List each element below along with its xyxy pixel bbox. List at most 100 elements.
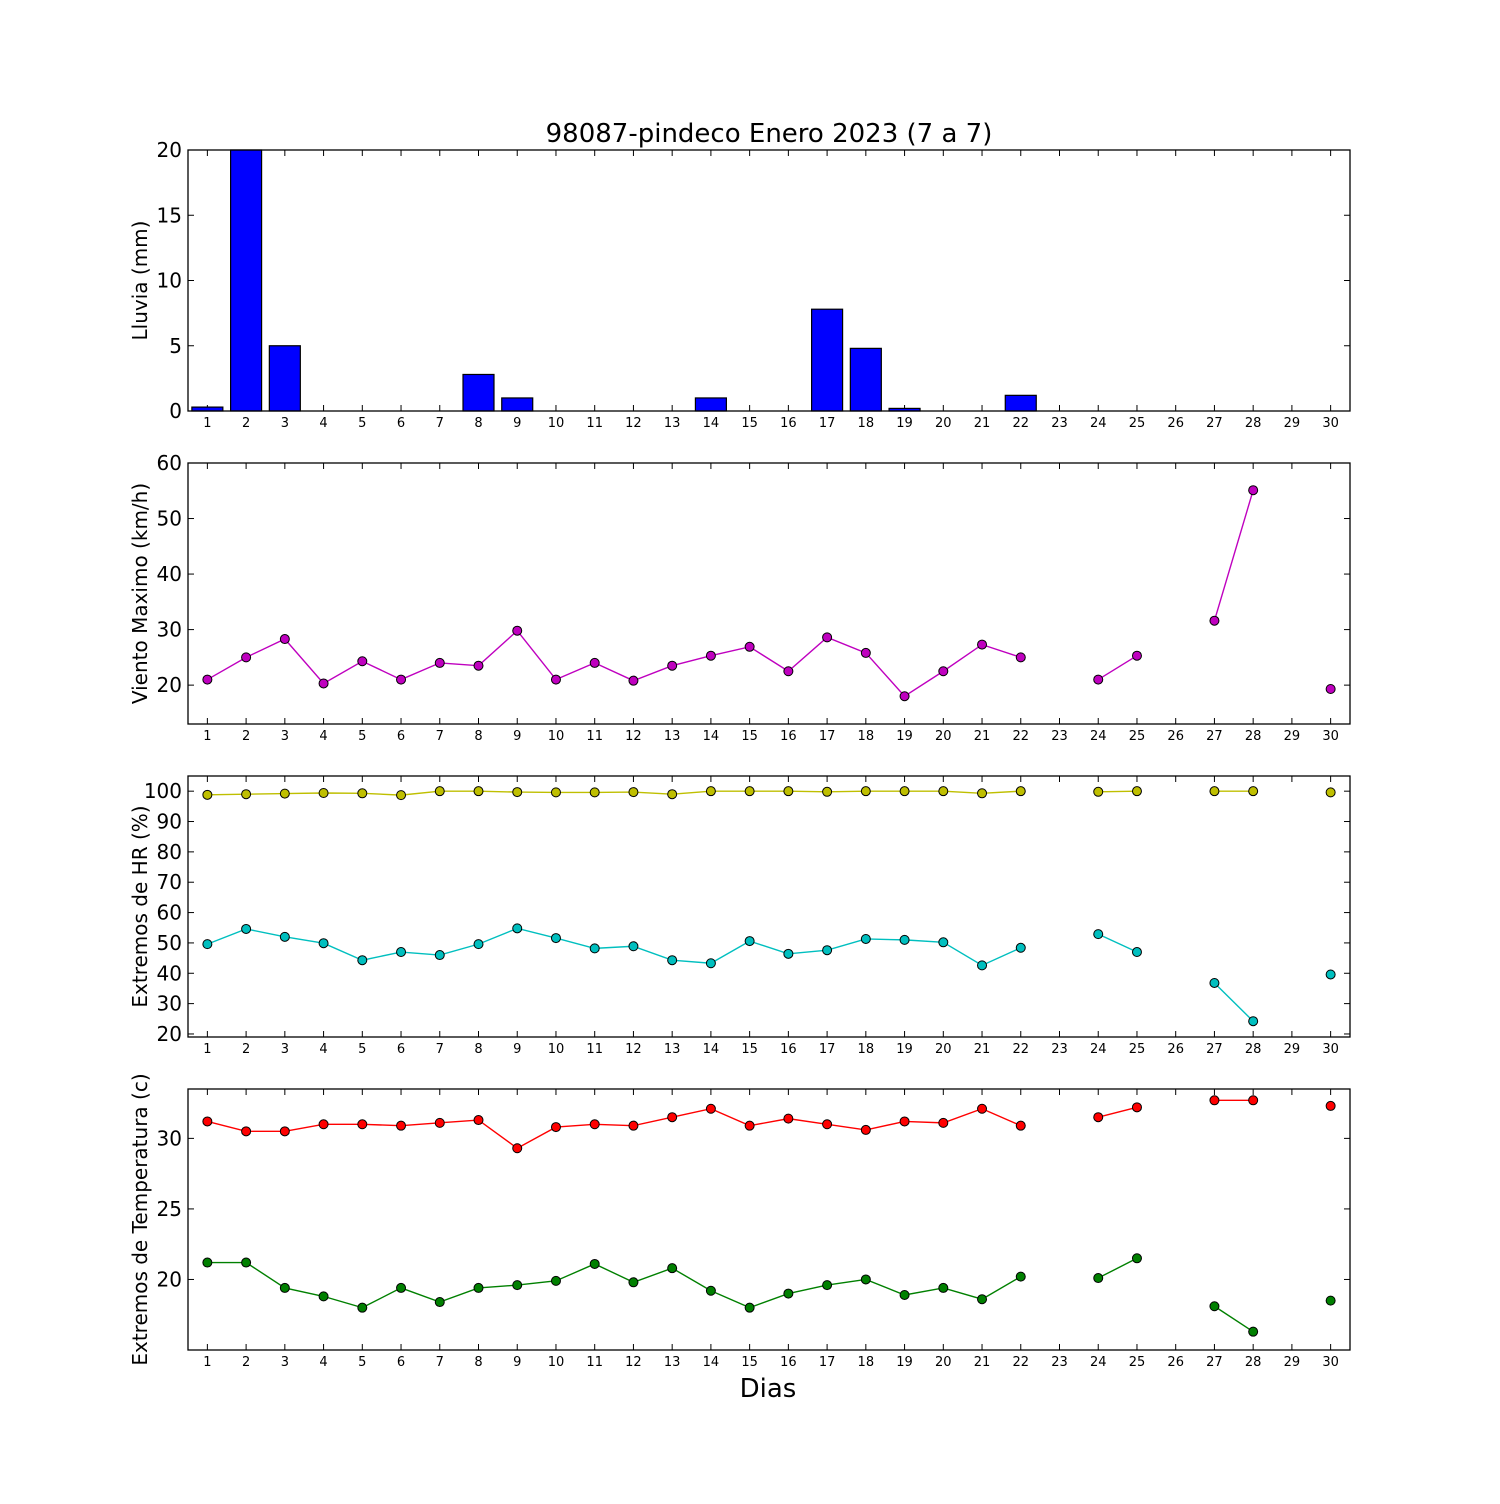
viento-point (705, 650, 716, 661)
hr-min-point (589, 943, 600, 954)
hr-max-point (279, 788, 290, 799)
x-tick-label: 30 (1322, 416, 1339, 431)
x-tick-label: 29 (1284, 416, 1301, 431)
axes-frame (187, 1088, 1351, 1351)
hr-min-point (202, 939, 213, 950)
temp-max-point (279, 1126, 290, 1137)
hr-max-point (977, 788, 988, 799)
temp-min-point (1248, 1326, 1259, 1337)
temp-min-point (705, 1285, 716, 1296)
x-tick-label: 30 (1322, 729, 1339, 744)
x-tick-label: 4 (319, 416, 327, 431)
temp-max-point (357, 1119, 368, 1130)
x-tick-label: 13 (664, 416, 681, 431)
x-tick-label: 18 (858, 1042, 875, 1057)
y-tick-label: 40 (157, 562, 182, 586)
x-tick-label: 9 (513, 1355, 521, 1370)
hr-min-point (241, 923, 252, 934)
hr-min-point (860, 933, 871, 944)
x-tick-label: 22 (1012, 1042, 1029, 1057)
temp-min-point (938, 1282, 949, 1293)
hr-max-point (1325, 787, 1336, 798)
temp-min-point (667, 1263, 678, 1274)
hr-max-point (550, 787, 561, 798)
x-tick-label: 5 (358, 416, 366, 431)
chart-title: 98087-pindeco Enero 2023 (7 a 7) (546, 119, 993, 149)
x-tick-label: 12 (625, 1355, 642, 1370)
y-tick-label: 15 (157, 203, 182, 227)
x-tick-label: 26 (1167, 416, 1184, 431)
viento-point (357, 656, 368, 667)
x-tick-label: 6 (397, 1042, 405, 1057)
hr-min-point (705, 958, 716, 969)
hr-max-point (434, 786, 445, 797)
viento-line (1213, 490, 1254, 621)
hr-min-point (938, 937, 949, 948)
hr-min-point (667, 955, 678, 966)
axes-frame (187, 149, 1351, 412)
x-tick-label: 23 (1051, 416, 1068, 431)
x-tick-label: 26 (1167, 1355, 1184, 1370)
viento-point (1093, 674, 1104, 685)
temp-max-point (512, 1143, 523, 1154)
y-tick-label: 20 (157, 1022, 182, 1046)
temp-max-point (783, 1113, 794, 1124)
x-tick-label: 8 (474, 1042, 482, 1057)
temp-max-point (628, 1120, 639, 1131)
hr-min-point (318, 938, 329, 949)
x-tick-label: 21 (974, 729, 991, 744)
x-tick-label: 23 (1051, 1355, 1068, 1370)
x-tick-label: 29 (1284, 1042, 1301, 1057)
hr-min-point (822, 945, 833, 956)
axes-frame (187, 462, 1351, 725)
hr-max-point (241, 789, 252, 800)
temp-max-point (202, 1116, 213, 1127)
x-axis-label: Dias (740, 1374, 797, 1404)
viento-point (589, 657, 600, 668)
x-tick-label: 9 (513, 416, 521, 431)
y-tick-label: 50 (157, 931, 182, 955)
viento-point (473, 660, 484, 671)
temp-min-point (1209, 1301, 1220, 1312)
y-tick-label: 40 (157, 961, 182, 985)
y-tick-label: 30 (157, 1126, 182, 1150)
x-tick-label: 3 (281, 1355, 289, 1370)
bar-day-22 (1004, 394, 1037, 412)
viento-point (822, 632, 833, 643)
viento-point (241, 652, 252, 663)
x-tick-label: 30 (1322, 1355, 1339, 1370)
hr-min-point (550, 933, 561, 944)
temp-max-line (1098, 1106, 1138, 1118)
x-tick-label: 13 (664, 1355, 681, 1370)
x-tick-label: 21 (974, 1042, 991, 1057)
y-tick-label: 50 (157, 507, 182, 531)
hr-min-point (396, 947, 407, 958)
x-tick-label: 20 (935, 1355, 952, 1370)
x-tick-label: 7 (436, 416, 444, 431)
temp-min-point (1131, 1253, 1142, 1264)
x-tick-label: 18 (858, 729, 875, 744)
x-tick-label: 2 (242, 1042, 250, 1057)
x-tick-label: 15 (741, 1355, 758, 1370)
x-tick-label: 12 (625, 416, 642, 431)
x-tick-label: 1 (203, 1042, 211, 1057)
temp-min-line (207, 1261, 1022, 1309)
x-tick-label: 3 (281, 416, 289, 431)
x-tick-label: 10 (548, 1042, 565, 1057)
y-tick-label: 80 (157, 840, 182, 864)
temp-max-point (1209, 1095, 1220, 1106)
hr-max-point (667, 789, 678, 800)
x-tick-label: 2 (242, 1355, 250, 1370)
x-tick-label: 26 (1167, 1042, 1184, 1057)
x-tick-label: 14 (703, 729, 720, 744)
x-tick-label: 15 (741, 416, 758, 431)
temp-max-point (899, 1116, 910, 1127)
hr-max-point (1131, 786, 1142, 797)
x-tick-label: 3 (281, 1042, 289, 1057)
bar-day-17 (811, 308, 844, 412)
bar-day-3 (268, 345, 301, 412)
x-tick-label: 12 (625, 1042, 642, 1057)
hr-max-point (705, 786, 716, 797)
